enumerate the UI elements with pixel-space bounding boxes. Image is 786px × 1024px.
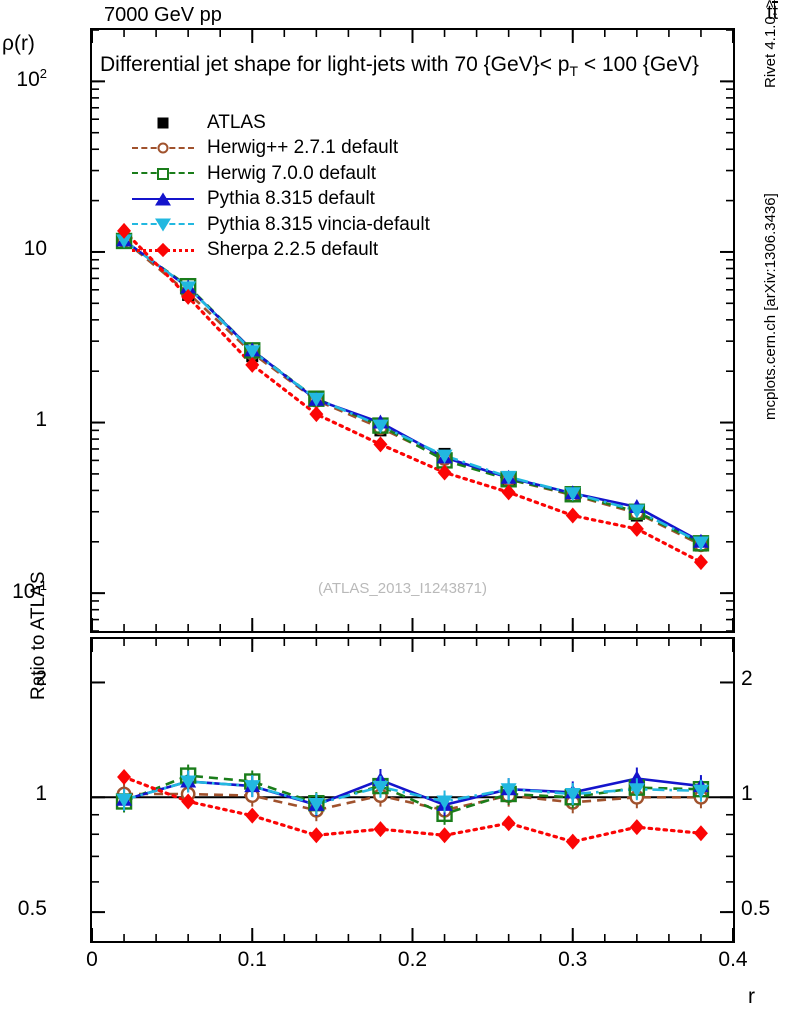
y-tick-label-main: 10 bbox=[23, 236, 47, 260]
y-tick-label-main: 1 bbox=[35, 407, 47, 431]
legend-item-label: Herwig 7.0.0 default bbox=[207, 162, 376, 184]
x-tick-label: 0 bbox=[86, 948, 98, 971]
legend-item[interactable]: ATLAS bbox=[132, 110, 430, 136]
y-tick-label-main: 102 bbox=[16, 66, 47, 92]
legend: ATLAS Herwig++ 2.7.1 default Herwig 7.0.0 … bbox=[132, 110, 430, 263]
legend-marker-filled-square-icon bbox=[132, 110, 194, 135]
legend-item-label: Sherpa 2.2.5 default bbox=[207, 239, 379, 261]
legend-item[interactable]: Herwig 7.0.0 default bbox=[132, 161, 430, 187]
legend-marker-open-square-icon bbox=[132, 161, 194, 186]
legend-marker-triangle-down-icon bbox=[132, 212, 194, 237]
legend-item-label: Herwig++ 2.7.1 default bbox=[207, 137, 399, 159]
legend-item-label: ATLAS bbox=[207, 111, 266, 133]
legend-item[interactable]: Herwig++ 2.7.1 default bbox=[132, 136, 430, 162]
process-label: tt bbox=[766, 1, 778, 24]
plot-title-text: Differential jet shape for light-jets wi… bbox=[100, 53, 570, 76]
analysis-id-watermark: (ATLAS_2013_I1243871) bbox=[318, 580, 488, 597]
ratio-plot-panel bbox=[90, 637, 735, 943]
x-tick-label: 0.1 bbox=[237, 948, 267, 971]
legend-marker-diamond-icon bbox=[132, 238, 194, 263]
legend-item-label: Pythia 8.315 vincia-default bbox=[207, 213, 430, 235]
y-axis-label-main: ρ(r) bbox=[2, 32, 35, 55]
plot-title-tail: < 100 {GeV} bbox=[578, 53, 699, 76]
plot-title-subscript: T bbox=[569, 63, 579, 80]
y-tick-label-ratio: 0.5 bbox=[17, 897, 47, 921]
x-tick-label: 0.2 bbox=[397, 948, 428, 971]
mcplots-source-label: mcplots.cern.ch [arXiv:1306.3436] bbox=[762, 193, 779, 420]
beam-energy-label: 7000 GeV pp bbox=[104, 4, 222, 26]
legend-marker-open-circle-icon bbox=[132, 136, 194, 161]
y-tick-label-main: 10-1 bbox=[12, 578, 47, 604]
y-tick-label-ratio-right: 1 bbox=[741, 782, 753, 806]
legend-item[interactable]: Sherpa 2.2.5 default bbox=[132, 238, 430, 264]
legend-item-label: Pythia 8.315 default bbox=[207, 188, 375, 210]
x-tick-label: 0.4 bbox=[718, 948, 748, 971]
y-tick-label-ratio: 1 bbox=[35, 782, 47, 806]
y-tick-label-ratio-right: 0.5 bbox=[741, 897, 771, 921]
x-axis-label: r bbox=[748, 985, 755, 1008]
main-plot-panel bbox=[90, 28, 735, 633]
legend-marker-triangle-up-icon bbox=[132, 187, 194, 212]
y-tick-label-ratio-right: 2 bbox=[741, 667, 753, 691]
legend-item[interactable]: Pythia 8.315 vincia-default bbox=[132, 212, 430, 238]
y-tick-label-ratio: 2 bbox=[35, 667, 47, 691]
rivet-version-label: Rivet 4.1.0, ≥ 100k events bbox=[762, 0, 779, 88]
plot-title: Differential jet shape for light-jets wi… bbox=[100, 53, 699, 79]
x-tick-label: 0.3 bbox=[558, 948, 588, 971]
legend-item[interactable]: Pythia 8.315 default bbox=[132, 187, 430, 213]
